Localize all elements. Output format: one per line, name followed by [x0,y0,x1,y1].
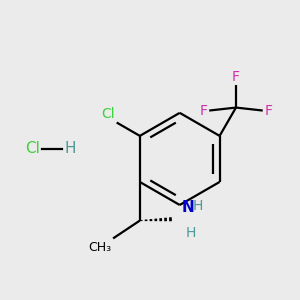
Text: F: F [264,103,272,118]
Text: H: H [64,141,76,156]
Text: Cl: Cl [25,141,40,156]
Text: N: N [182,200,194,214]
Text: H: H [193,199,203,213]
Text: CH₃: CH₃ [88,242,112,254]
Text: Cl: Cl [101,107,115,121]
Text: F: F [200,103,208,118]
Text: F: F [232,70,240,84]
Text: H: H [186,226,196,240]
